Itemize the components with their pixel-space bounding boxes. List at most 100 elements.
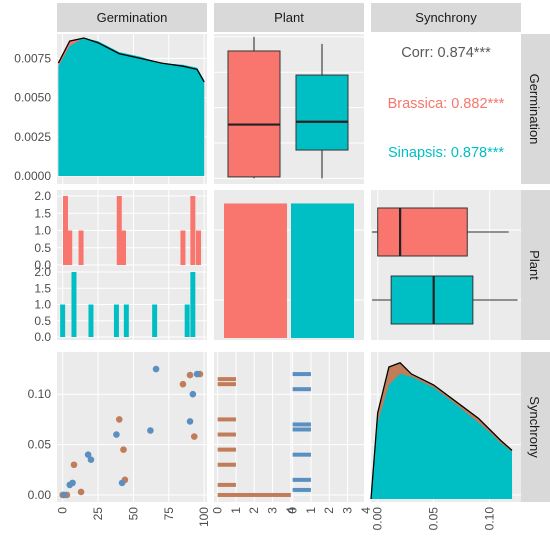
panel-synchrony-plant-histogram [214, 352, 364, 502]
histogram-bar-sinapsis [71, 272, 77, 337]
histogram-bar-brassica [78, 230, 84, 265]
strip-label-germination-row: Germination [527, 74, 542, 145]
hist-hbar-sinapsis [292, 427, 311, 432]
strip-bg-germination-row [521, 34, 550, 184]
x-tick-label-germination: 75 [162, 507, 176, 521]
corr-brassica-label: Brassica: 0.882*** [388, 96, 505, 112]
x-tick-label-germination: 100 [197, 507, 211, 527]
hist-hbar-sinapsis [292, 422, 311, 427]
scatter-point-brassica [77, 488, 85, 496]
x-tick-label-count-left: 3 [266, 507, 280, 514]
y-tick-label-count-bottom: 2.0 [34, 265, 51, 279]
corr-overall-label: Corr: 0.874*** [401, 45, 491, 61]
hist-hbar-brassica [217, 462, 236, 467]
y-tick-label-synchrony: 0.10 [28, 387, 52, 401]
strip-label-germination-col: Germination [97, 10, 168, 25]
scatter-point-sinapsis [60, 491, 68, 499]
density-line-brassica [57, 37, 205, 83]
corr-sinapsis-label: Sinapsis: 0.878*** [388, 145, 504, 161]
density-line-sync [370, 362, 513, 500]
y-tick-label-count-bottom: 0.5 [34, 314, 51, 328]
hist-hbar-brassica [217, 447, 236, 452]
hist-hbar-sinapsis [292, 487, 311, 492]
histogram-bar-brassica [121, 230, 127, 265]
scatter-point-sinapsis [87, 456, 95, 464]
scatter-point-sinapsis [84, 451, 92, 458]
histogram-bar-sinapsis [152, 304, 158, 337]
x-tick-label-count-right: 1 [304, 507, 318, 514]
hist-hbar-sinapsis [292, 372, 311, 377]
scatter-point-brassica [190, 433, 198, 440]
row-strips: Germination Plant Synchrony [521, 34, 550, 502]
x-tick-label-synchrony: 0.05 [427, 507, 441, 531]
histogram-bar-sinapsis [60, 304, 66, 337]
correlation-text: Corr: 0.874*** Brassica: 0.882*** Sinaps… [388, 45, 505, 161]
x-tick-label-count-left: 1 [229, 507, 243, 514]
histogram-bar-sinapsis [88, 304, 94, 337]
histogram-bar-brassica [180, 230, 186, 265]
x-tick-label-synchrony: 0.10 [483, 507, 497, 531]
strip-bg-synchrony-col [371, 3, 521, 32]
x-tick-label-germination: 50 [126, 507, 140, 521]
hist-hbar-sinapsis [292, 477, 311, 482]
scatter-point-sinapsis [118, 479, 126, 487]
strip-label-synchrony-row: Synchrony [527, 396, 542, 458]
hboxplot-box-sinapsis [390, 275, 474, 325]
bar-brassica [224, 203, 287, 338]
scatter-point-brassica [179, 380, 187, 388]
scatter-point-sinapsis [147, 427, 154, 434]
strip-bg-germination-col [57, 3, 207, 32]
y-tick-label-count-top: 0.0 [34, 258, 51, 272]
y-tick-label-count-top: 2.0 [34, 189, 51, 203]
x-tick-label-count-right: 3 [341, 507, 355, 514]
histogram-bar-brassica [67, 230, 73, 265]
scatter-point-brassica [70, 461, 78, 469]
histogram-bar-brassica [62, 196, 68, 265]
boxplot-box-brassica [227, 50, 281, 178]
strip-label-synchrony-col: Synchrony [415, 10, 477, 25]
scatter-point-sinapsis [186, 418, 194, 425]
hist-hbar-brassica [217, 417, 236, 422]
histogram-bar-sinapsis [113, 304, 119, 337]
scatter-point-sinapsis [193, 370, 201, 378]
scatter-point-brassica [115, 416, 123, 423]
x-tick-label-count-right: 4 [359, 507, 373, 514]
scatter-point-sinapsis [189, 390, 197, 398]
hist-hbar-brassica [217, 382, 236, 387]
hist-hbar-sinapsis [292, 387, 311, 392]
column-strips: Germination Plant Synchrony [57, 3, 521, 32]
strip-bg-plant-col [214, 3, 364, 32]
y-tick-label-count-bottom: 1.5 [34, 281, 51, 295]
x-tick-label-count-left: 0 [211, 507, 225, 514]
density-area-sinapsis-sync [371, 373, 513, 499]
y-tick-label-density: 0.0075 [14, 51, 51, 65]
y-tick-label-synchrony: 0.05 [28, 438, 52, 452]
scatter-point-sinapsis [113, 431, 120, 438]
bar-sinapsis [291, 203, 354, 338]
strip-label-plant-col: Plant [274, 10, 304, 25]
histogram-bar-brassica [116, 196, 122, 265]
hboxplot-box-brassica [377, 207, 468, 257]
strip-label-plant-row: Plant [527, 250, 542, 280]
hist-hbar-sinapsis [292, 452, 311, 457]
x-tick-label-count-right: 0 [286, 507, 300, 514]
x-tick-label-germination: 25 [91, 507, 105, 521]
histogram-bar-sinapsis [184, 304, 190, 337]
x-tick-label-germination: 0 [56, 507, 70, 514]
histogram-bar-brassica [196, 230, 202, 265]
histogram-bar-sinapsis [123, 304, 129, 337]
y-tick-label-count-top: 0.5 [34, 241, 51, 255]
y-tick-label-density: 0.0000 [14, 169, 51, 183]
hist-hbar-brassica [217, 377, 236, 382]
density-area-sinapsis [58, 38, 205, 176]
scatter-point-brassica [120, 446, 127, 453]
strip-bg-synchrony-row [521, 352, 550, 502]
panel-correlation [371, 34, 521, 184]
scatter-point-sinapsis [69, 479, 76, 487]
x-tick-label-count-right: 2 [322, 507, 336, 514]
y-tick-label-count-top: 1.0 [34, 224, 51, 238]
x-tick-label-synchrony: 0.00 [371, 507, 385, 531]
y-tick-label-count-top: 1.5 [34, 206, 51, 220]
histogram-bar-sinapsis [190, 272, 196, 337]
